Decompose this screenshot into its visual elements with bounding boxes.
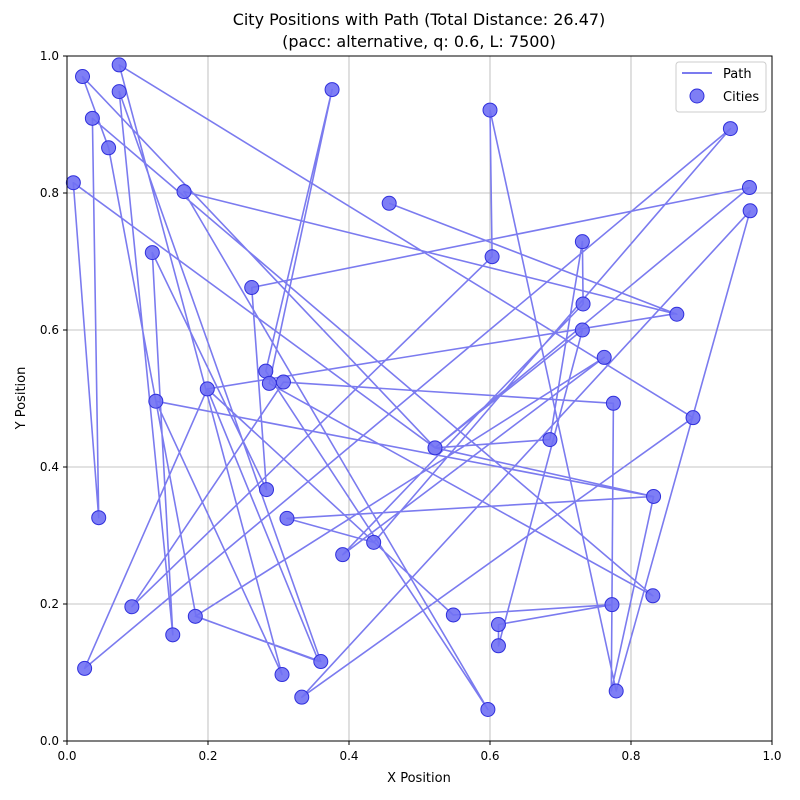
city-point xyxy=(84,110,100,126)
city-point xyxy=(176,184,192,200)
city-point xyxy=(490,617,506,633)
city-point xyxy=(274,667,290,683)
x-axis-label: X Position xyxy=(387,771,451,786)
y-tick-label: 0.4 xyxy=(40,460,59,474)
x-tick-label: 0.6 xyxy=(480,749,499,763)
city-point xyxy=(480,701,496,717)
city-point xyxy=(381,195,397,211)
city-point xyxy=(484,249,500,265)
city-point xyxy=(65,175,81,191)
city-point xyxy=(313,654,329,670)
city-point xyxy=(111,84,127,100)
axes-background xyxy=(67,56,772,741)
city-point xyxy=(575,296,591,312)
y-axis-label: Y Position xyxy=(14,367,29,431)
city-layer xyxy=(65,57,758,717)
city-point xyxy=(144,245,160,261)
city-point xyxy=(259,482,275,498)
city-point xyxy=(604,597,620,613)
city-point xyxy=(574,234,590,250)
city-point xyxy=(685,410,701,426)
city-point xyxy=(741,180,757,196)
y-tick-label: 0.2 xyxy=(40,597,59,611)
city-point xyxy=(742,203,758,219)
city-point xyxy=(148,393,164,409)
city-point xyxy=(261,375,277,391)
city-point xyxy=(605,395,621,411)
city-point xyxy=(669,306,685,322)
city-point xyxy=(101,140,117,156)
x-tick-label: 0.0 xyxy=(57,749,76,763)
city-point xyxy=(646,488,662,504)
city-point xyxy=(366,534,382,550)
legend: Path Cities xyxy=(675,61,767,113)
city-point xyxy=(275,374,291,390)
city-point xyxy=(187,608,203,624)
legend-cities-label: Cities xyxy=(723,90,759,105)
city-point xyxy=(445,607,461,623)
x-tick-label: 0.2 xyxy=(198,749,217,763)
city-point xyxy=(482,102,498,118)
city-point xyxy=(91,510,107,526)
y-tick-label: 0.0 xyxy=(40,734,59,748)
axes-frame xyxy=(66,55,773,742)
city-point xyxy=(294,689,310,705)
city-point xyxy=(490,638,506,654)
city-point xyxy=(77,660,93,676)
path-line xyxy=(72,64,751,711)
legend-path-label: Path xyxy=(723,67,752,82)
y-tick-label: 1.0 xyxy=(40,49,59,63)
x-tick-label: 0.8 xyxy=(621,749,640,763)
city-point xyxy=(199,381,215,397)
y-tick-label: 0.6 xyxy=(40,323,59,337)
city-point xyxy=(75,69,91,85)
plot-area xyxy=(65,55,773,742)
city-point xyxy=(645,588,661,604)
city-point xyxy=(335,547,351,563)
city-point xyxy=(279,510,295,526)
path-layer xyxy=(72,64,751,711)
y-axis-ticks: 0.0 0.2 0.4 0.6 0.8 1.0 xyxy=(40,49,67,748)
y-tick-label: 0.8 xyxy=(40,186,59,200)
city-point xyxy=(165,627,181,643)
x-tick-label: 0.4 xyxy=(339,749,358,763)
city-point xyxy=(542,432,558,448)
city-point xyxy=(574,322,590,338)
city-point xyxy=(608,683,624,699)
city-point xyxy=(258,363,274,379)
x-tick-label: 1.0 xyxy=(762,749,781,763)
city-point xyxy=(596,349,612,365)
legend-cities-swatch xyxy=(689,88,705,104)
city-point xyxy=(722,121,738,137)
chart-title-line-2: (pacc: alternative, q: 0.6, L: 7500) xyxy=(282,32,556,51)
chart-title-line-1: City Positions with Path (Total Distance… xyxy=(233,10,606,29)
city-point xyxy=(324,82,340,98)
x-axis-ticks: 0.0 0.2 0.4 0.6 0.8 1.0 xyxy=(57,741,782,763)
city-point xyxy=(427,440,443,456)
city-point xyxy=(244,280,260,296)
city-point xyxy=(111,57,127,73)
city-point xyxy=(124,599,140,615)
